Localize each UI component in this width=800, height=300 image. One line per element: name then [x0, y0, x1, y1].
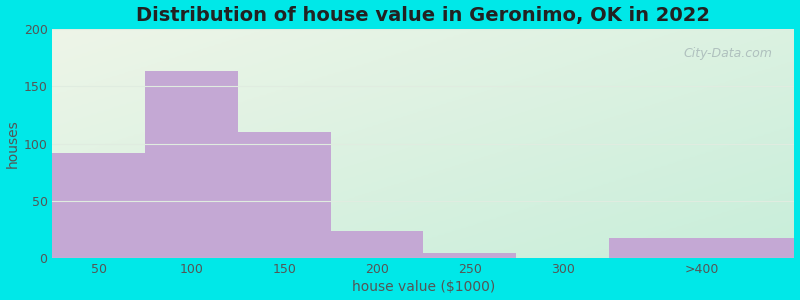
Text: City-Data.com: City-Data.com — [683, 47, 772, 60]
Bar — [146, 71, 238, 258]
Title: Distribution of house value in Geronimo, OK in 2022: Distribution of house value in Geronimo,… — [137, 6, 710, 25]
Y-axis label: houses: houses — [6, 119, 19, 168]
Bar — [238, 132, 330, 258]
Bar — [330, 231, 423, 258]
Bar — [423, 253, 516, 258]
X-axis label: house value ($1000): house value ($1000) — [352, 280, 495, 294]
Bar — [53, 153, 146, 258]
Bar — [609, 238, 794, 258]
